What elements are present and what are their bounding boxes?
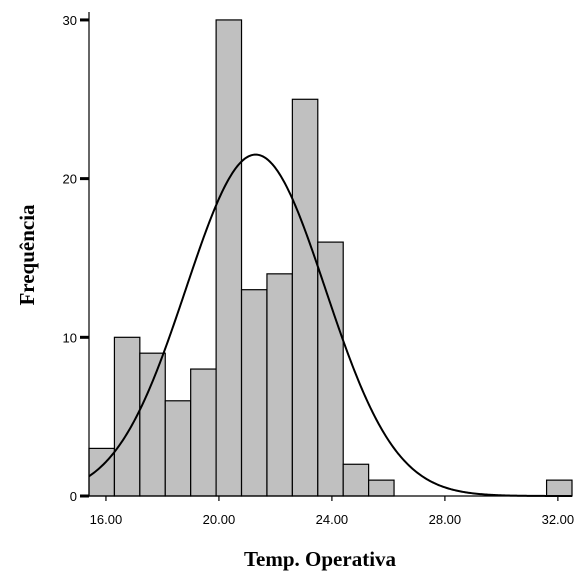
y-tick-label-1: 10: [63, 330, 77, 345]
histogram-bar-2: [139, 352, 166, 497]
normal-curve: [88, 153, 572, 497]
x-axis-ticks: 16.00 20.00 24.00 28.00 32.00: [90, 496, 574, 527]
histogram-bar-11: [368, 479, 395, 497]
y-tick-label-2: 20: [63, 172, 77, 187]
histogram-bar-3: [164, 400, 192, 497]
histogram-bar-4: [190, 368, 217, 497]
histogram-bar-8: [291, 98, 319, 497]
histogram-bar-10: [342, 463, 370, 497]
x-tick-label-4: 32.00: [542, 512, 575, 527]
x-tick-label-2: 24.00: [316, 512, 349, 527]
y-tick-label-0: 0: [70, 489, 77, 504]
x-tick-label-3: 28.00: [429, 512, 462, 527]
y-tick-label-3: 30: [63, 13, 77, 28]
histogram-bars: [88, 19, 573, 497]
y-axis-title: Frequência: [15, 204, 39, 306]
histogram-bar-6: [240, 289, 268, 497]
histogram-bar-5: [215, 19, 243, 497]
histogram-bar-18: [545, 479, 573, 497]
axes: [88, 12, 572, 497]
histogram-bar-7: [266, 273, 293, 497]
x-tick-label-1: 20.00: [203, 512, 236, 527]
y-axis-ticks: 0 10 20 30: [63, 13, 89, 504]
x-axis-title: Temp. Operativa: [244, 547, 397, 571]
x-tick-label-0: 16.00: [90, 512, 123, 527]
